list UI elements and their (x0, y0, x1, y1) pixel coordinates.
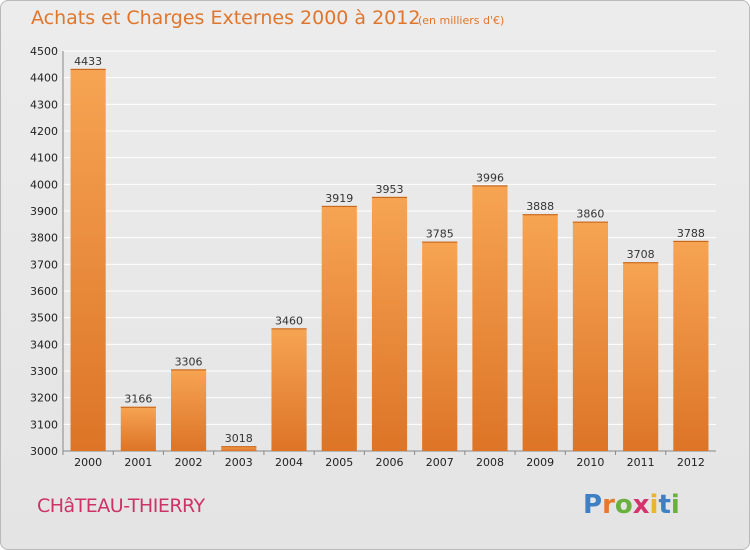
logo-letter: o (614, 490, 633, 520)
value-label-2006: 3953 (376, 183, 404, 196)
y-tick-label: 3100 (30, 418, 58, 431)
x-tick-label-2012: 2012 (677, 456, 705, 469)
x-tick-label-2002: 2002 (175, 456, 203, 469)
value-label-2005: 3919 (325, 192, 353, 205)
value-label-2002: 3306 (175, 355, 203, 368)
x-tick-label-2010: 2010 (576, 456, 604, 469)
x-tick-label-2007: 2007 (426, 456, 454, 469)
logo-letter: P (583, 490, 603, 520)
x-tick-label-2005: 2005 (325, 456, 353, 469)
logo-letter: x (632, 490, 650, 520)
value-label-2000: 4433 (74, 55, 102, 68)
bar-2000 (70, 68, 106, 451)
value-label-2001: 3166 (124, 393, 152, 406)
bar-2007 (422, 241, 458, 451)
x-tick-label-2006: 2006 (376, 456, 404, 469)
x-tick-label-2001: 2001 (124, 456, 152, 469)
x-tick-label-2009: 2009 (526, 456, 554, 469)
bar-2004 (271, 328, 307, 451)
bar-2008 (472, 185, 508, 451)
logo-letter: t (658, 490, 671, 520)
x-tick-label-2003: 2003 (225, 456, 253, 469)
y-tick-label: 3000 (30, 445, 58, 458)
bar-2009 (522, 214, 558, 451)
y-tick-label: 3300 (30, 365, 58, 378)
y-tick-label: 3800 (30, 232, 58, 245)
bar-2012 (673, 240, 709, 451)
y-tick-label: 4100 (30, 152, 58, 165)
bar-2005 (321, 205, 357, 451)
y-tick-label: 4000 (30, 178, 58, 191)
y-tick-label: 3400 (30, 338, 58, 351)
bar-2006 (371, 196, 408, 451)
proxiti-logo[interactable]: Proxiti (583, 490, 680, 520)
x-tick-label-2011: 2011 (627, 456, 655, 469)
y-tick-label: 3500 (30, 312, 58, 325)
value-label-2003: 3018 (225, 432, 253, 445)
x-tick-label-2008: 2008 (476, 456, 504, 469)
bar-2002 (170, 369, 207, 451)
value-label-2004: 3460 (275, 314, 303, 327)
value-label-2010: 3860 (576, 208, 604, 221)
axes: 3000 3100 3200 3300 3400 3500 3600 3700 3800 3900… (30, 45, 716, 469)
y-tick-label: 4500 (30, 45, 58, 58)
labels: 4433 3166 3306 3018 3460 3919 3953 3785 3996 3888… (74, 55, 705, 445)
value-label-2007: 3785 (426, 228, 454, 241)
value-label-2011: 3708 (627, 248, 655, 261)
x-tick-label-2004: 2004 (275, 456, 303, 469)
bar-2003 (221, 446, 257, 451)
bar-2011 (623, 262, 659, 451)
bar-2001 (120, 406, 156, 451)
y-tick-label: 3600 (30, 285, 58, 298)
logo-letter: r (602, 490, 615, 520)
x-tick-label-2000: 2000 (74, 456, 102, 469)
y-tick-label: 3200 (30, 392, 58, 405)
logo-letter: i (670, 490, 680, 520)
bars (70, 68, 709, 451)
value-label-2008: 3996 (476, 171, 504, 184)
value-label-2009: 3888 (526, 200, 554, 213)
logo-letter: i (649, 490, 659, 520)
bar-2010 (572, 221, 609, 451)
y-tick-label: 3700 (30, 258, 58, 271)
y-tick-label: 3900 (30, 205, 58, 218)
y-tick-label: 4200 (30, 125, 58, 138)
y-tick-label: 4400 (30, 72, 58, 85)
city-name: CHâTEAU-THIERRY (37, 495, 205, 517)
value-label-2012: 3788 (677, 227, 705, 240)
chart-title: Achats et Charges Externes 2000 à 2012 (31, 7, 421, 29)
y-tick-label: 4300 (30, 98, 58, 111)
chart-unit: (en milliers d'€) (418, 14, 505, 27)
